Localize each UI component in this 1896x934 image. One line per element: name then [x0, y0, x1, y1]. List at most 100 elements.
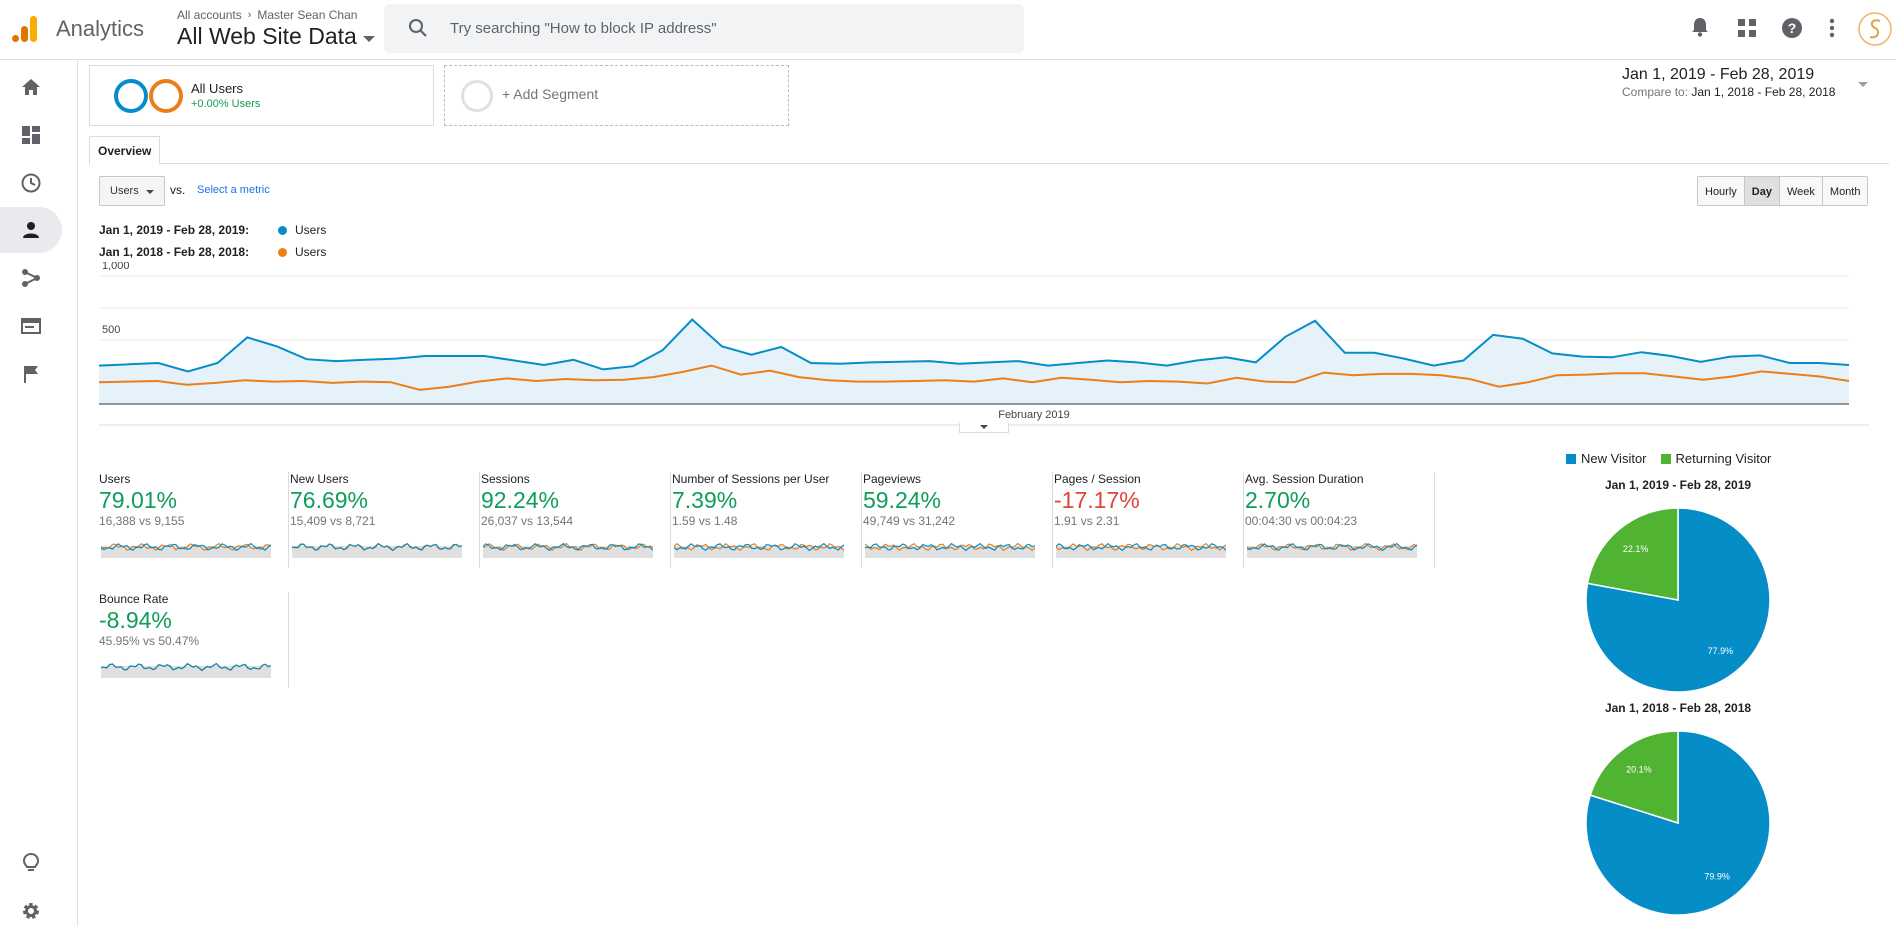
segment-all-users[interactable]: All Users +0.00% Users [89, 65, 434, 126]
metric-card[interactable]: Pageviews 59.24% 49,749 vs 31,242 [863, 472, 1053, 568]
search-bar[interactable] [384, 4, 1024, 53]
date-range-primary: Jan 1, 2019 - Feb 28, 2019 [1622, 66, 1815, 83]
compare-range: Jan 1, 2018 - Feb 28, 2018 [1691, 85, 1836, 99]
nav-behavior[interactable] [0, 303, 62, 349]
sparkline [101, 542, 271, 558]
segment-circle-icon [114, 79, 148, 113]
help-icon[interactable]: ? [1781, 17, 1803, 39]
metric-name: Avg. Session Duration [1245, 472, 1364, 486]
chevron-down-icon [980, 425, 988, 429]
metric-name: New Users [290, 472, 349, 486]
metric-comparison: 49,749 vs 31,242 [863, 514, 956, 528]
dropdown-caret-icon [146, 190, 154, 194]
app-name: Analytics [56, 16, 145, 41]
apps-grid-icon[interactable] [1738, 19, 1756, 37]
add-segment-button[interactable]: + Add Segment [444, 65, 789, 126]
series-area [99, 319, 1849, 404]
behavior-icon [21, 318, 41, 334]
metric-comparison: 26,037 vs 13,544 [481, 514, 574, 528]
sparkline [674, 542, 844, 558]
sparkline [101, 662, 271, 678]
nav-conversions[interactable] [0, 351, 62, 397]
sparkline [1247, 542, 1417, 558]
pie-legend: New Visitor Returning Visitor [1566, 451, 1771, 466]
nav-home[interactable] [0, 64, 62, 110]
metric-comparison: 45.95% vs 50.47% [99, 634, 200, 648]
tab-overview[interactable]: Overview [89, 136, 161, 165]
chart-legend-current: Jan 1, 2019 - Feb 28, 2019: Users [99, 223, 326, 237]
account-breadcrumb[interactable]: All accounts › Master Sean Chan [177, 8, 357, 22]
dropdown-caret-icon [362, 35, 375, 42]
legend-range: Jan 1, 2018 - Feb 28, 2018: [99, 245, 250, 259]
more-vert-icon[interactable] [1829, 18, 1835, 38]
pie-slice-label: 77.9% [1708, 646, 1734, 656]
nav-acquisition[interactable] [0, 255, 62, 301]
compare-label: Compare to: [1622, 85, 1689, 99]
chart-collapse-toggle[interactable] [959, 423, 1009, 433]
search-input[interactable] [450, 16, 990, 40]
legend-range: Jan 1, 2019 - Feb 28, 2019: [99, 223, 250, 237]
granularity-toggle: Hourly Day Week Month [1697, 176, 1869, 206]
metric-change: 76.69% [290, 487, 369, 513]
pie-chart-2019[interactable]: 77.9% 22.1% [1578, 500, 1778, 700]
view-name: All Web Site Data [177, 23, 357, 49]
metric-card[interactable]: Pages / Session -17.17% 1.91 vs 2.31 [1054, 472, 1244, 568]
divider [670, 472, 671, 568]
divider [288, 472, 289, 568]
granularity-week[interactable]: Week [1779, 177, 1823, 205]
granularity-hourly[interactable]: Hourly [1698, 177, 1745, 205]
metric-select[interactable]: Users [99, 176, 165, 206]
metric-comparison: 16,388 vs 9,155 [99, 514, 185, 528]
notifications-bell-icon[interactable] [1690, 16, 1710, 38]
sparkline [483, 542, 653, 558]
granularity-day[interactable]: Day [1744, 177, 1780, 205]
metric-name: Bounce Rate [99, 592, 169, 606]
svg-text:?: ? [1788, 20, 1797, 36]
metric-card[interactable]: Avg. Session Duration 2.70% 00:04:30 vs 00… [1245, 472, 1435, 568]
pie-chart-2018[interactable]: 79.9% 20.1% [1578, 723, 1778, 923]
metric-card[interactable]: New Users 76.69% 15,409 vs 8,721 [290, 472, 480, 568]
pie-legend-new: New Visitor [1566, 451, 1647, 466]
pie-slice-returning-visitor[interactable] [1586, 507, 1679, 601]
user-avatar[interactable] [1858, 12, 1892, 46]
metric-name: Users [99, 472, 131, 486]
chart-legend-previous: Jan 1, 2018 - Feb 28, 2018: Users [99, 245, 326, 259]
analytics-logo-icon[interactable] [10, 14, 40, 44]
chevron-right-icon: › [247, 9, 252, 21]
metric-card[interactable]: Sessions 92.24% 26,037 vs 13,544 [481, 472, 671, 568]
breadcrumb-property[interactable]: Master Sean Chan [257, 8, 358, 22]
metric-card[interactable]: Bounce Rate -8.94% 45.95% vs 50.47% [99, 592, 289, 688]
breadcrumb-all-accounts[interactable]: All accounts [177, 8, 242, 22]
x-tick-label: February 2019 [998, 409, 1070, 421]
vs-label: vs. [170, 183, 186, 197]
users-line-chart[interactable]: 1,000 500 February 2019 [99, 262, 1869, 427]
nav-customization[interactable] [0, 112, 62, 158]
date-range-compare: Compare to: Jan 1, 2018 - Feb 28, 2018 [1622, 85, 1852, 99]
series-line-current [99, 318, 1850, 373]
search-icon [409, 19, 427, 37]
view-selector[interactable]: All Web Site Data [177, 23, 375, 50]
nav-audience[interactable] [0, 207, 62, 253]
date-range-picker[interactable]: Jan 1, 2019 - Feb 28, 2019 Compare to: J… [1622, 66, 1852, 99]
legend-swatch-icon [1660, 454, 1671, 464]
nav-realtime[interactable] [0, 160, 62, 206]
metric-card[interactable]: Number of Sessions per User 7.39% 1.59 vs … [672, 472, 862, 568]
divider [288, 592, 289, 688]
pie-slice-returning-visitor[interactable] [1589, 730, 1679, 825]
granularity-month[interactable]: Month [1822, 177, 1868, 205]
metric-card[interactable]: Users 79.01% 16,388 vs 9,155 [99, 472, 289, 568]
metric-change: 59.24% [863, 487, 942, 513]
sparkline [1056, 542, 1226, 558]
metric-name: Pageviews [863, 472, 922, 486]
metric-change: 2.70% [1245, 487, 1311, 513]
date-dropdown-caret-icon[interactable] [1858, 82, 1868, 87]
select-metric-link[interactable]: Select a metric [197, 184, 270, 196]
metric-change: -8.94% [99, 607, 172, 633]
legend-swatch-icon [1566, 454, 1576, 464]
metric-change: -17.17% [1054, 487, 1140, 513]
pie-slice-new-visitor[interactable] [1585, 507, 1771, 693]
nav-admin[interactable] [0, 888, 62, 934]
metric-comparison: 1.91 vs 2.31 [1054, 514, 1120, 528]
person-icon [23, 222, 39, 238]
nav-insights[interactable] [0, 840, 62, 886]
